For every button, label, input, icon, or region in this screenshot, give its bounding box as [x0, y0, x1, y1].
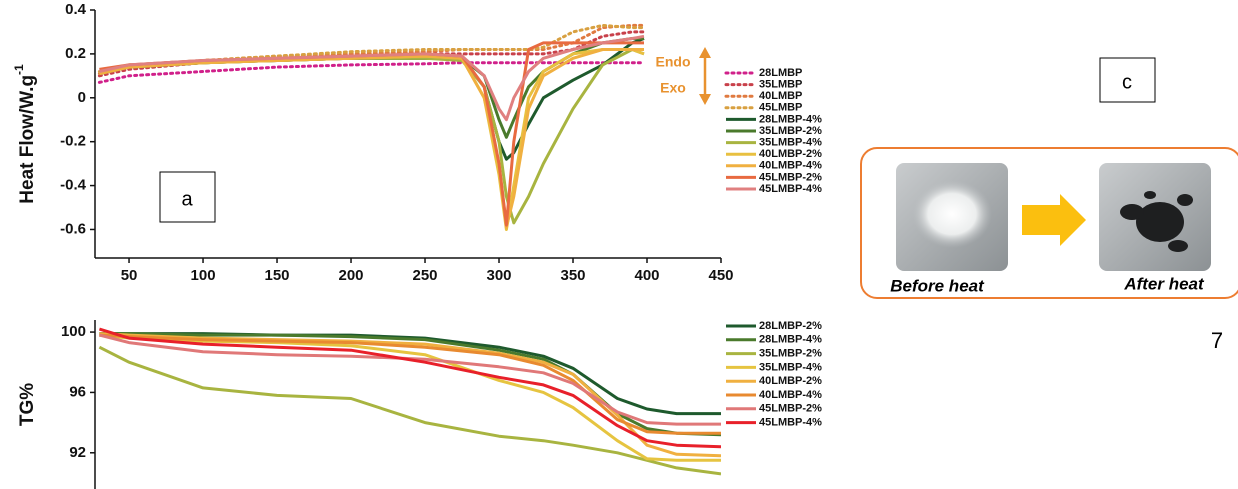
legend-label: 28LMBP-2%	[759, 320, 822, 332]
legend-label: 45LMBP-2%	[759, 171, 822, 183]
annotation: Endo	[656, 54, 691, 70]
y-tick-label: -0.4	[60, 177, 87, 194]
data-line	[99, 34, 645, 122]
y-tick-label: 92	[69, 444, 86, 461]
data-line	[97, 23, 646, 76]
y-tick-label: 0.2	[65, 45, 86, 62]
x-tick-label: 350	[560, 267, 585, 284]
white-powder	[912, 180, 992, 248]
arrow	[1022, 194, 1086, 246]
x-tick-label: 300	[486, 267, 511, 284]
panel-label: a	[181, 188, 193, 210]
legend-label: 45LMBP-2%	[759, 403, 822, 415]
legend-label: 28LMBP-4%	[759, 113, 822, 125]
y-tick-label: -0.6	[60, 220, 86, 237]
black-residue	[1120, 191, 1193, 252]
y-tick-label: 100	[61, 323, 86, 340]
y-axis-label: TG%	[17, 383, 38, 426]
data-line	[99, 333, 721, 462]
legend-label: 40LMBP-4%	[759, 389, 822, 401]
panel-label-box	[159, 171, 216, 223]
plot-area	[97, 23, 646, 231]
y-axis-label-text: Heat Flow/W.g	[17, 75, 38, 204]
y-axis-label-sup: -1	[12, 64, 26, 75]
legend-label: 35LMBP	[759, 79, 802, 91]
data-line	[98, 327, 721, 449]
x-tick-label: 450	[708, 267, 733, 284]
legend-label: 45LMBP-4%	[759, 183, 822, 195]
legend-label: 35LMBP-4%	[759, 137, 822, 149]
legend-label: 45LMBP-4%	[759, 417, 822, 429]
legend-label: 45LMBP	[759, 102, 802, 114]
data-line	[98, 345, 721, 476]
plot-area	[98, 327, 721, 476]
x-tick-label: 250	[413, 267, 438, 284]
data-line	[97, 23, 646, 73]
x-tick-label: 50	[121, 267, 138, 284]
data-line	[97, 61, 646, 84]
y-tick-label: 96	[69, 383, 86, 400]
y-tick-label: -0.2	[60, 133, 86, 150]
x-tick-label: 150	[265, 267, 290, 284]
legend-label: 28LMBP	[759, 67, 802, 79]
legend-label: 35LMBP-4%	[759, 361, 822, 373]
data-line	[97, 30, 646, 78]
y-tick-label: 0.4	[65, 1, 87, 18]
page-number: 7	[1211, 328, 1223, 353]
photo-caption: Before heat	[890, 276, 985, 295]
x-tick-label: 100	[191, 267, 216, 284]
photo-caption: After heat	[1123, 274, 1205, 293]
annotation: Exo	[660, 80, 686, 96]
legend-label: 40LMBP-2%	[759, 148, 822, 160]
x-tick-label: 400	[634, 267, 659, 284]
data-line	[99, 333, 721, 435]
data-line	[99, 333, 721, 426]
legend-label: 40LMBP-4%	[759, 160, 822, 172]
panel-label-box	[1099, 57, 1156, 103]
legend-label: 35LMBP-2%	[759, 125, 822, 137]
panel-label: c	[1122, 71, 1132, 93]
x-tick-label: 200	[339, 267, 364, 284]
y-axis-label-text: TG%	[17, 383, 38, 426]
legend-label: 35LMBP-2%	[759, 348, 822, 360]
legend-label: 28LMBP-4%	[759, 334, 822, 346]
y-tick-label: 0	[78, 89, 86, 106]
y-axis-label: Heat Flow/W.g-1	[12, 64, 38, 204]
legend-label: 40LMBP	[759, 90, 802, 102]
data-line	[99, 332, 721, 437]
legend-label: 40LMBP-2%	[759, 375, 822, 387]
